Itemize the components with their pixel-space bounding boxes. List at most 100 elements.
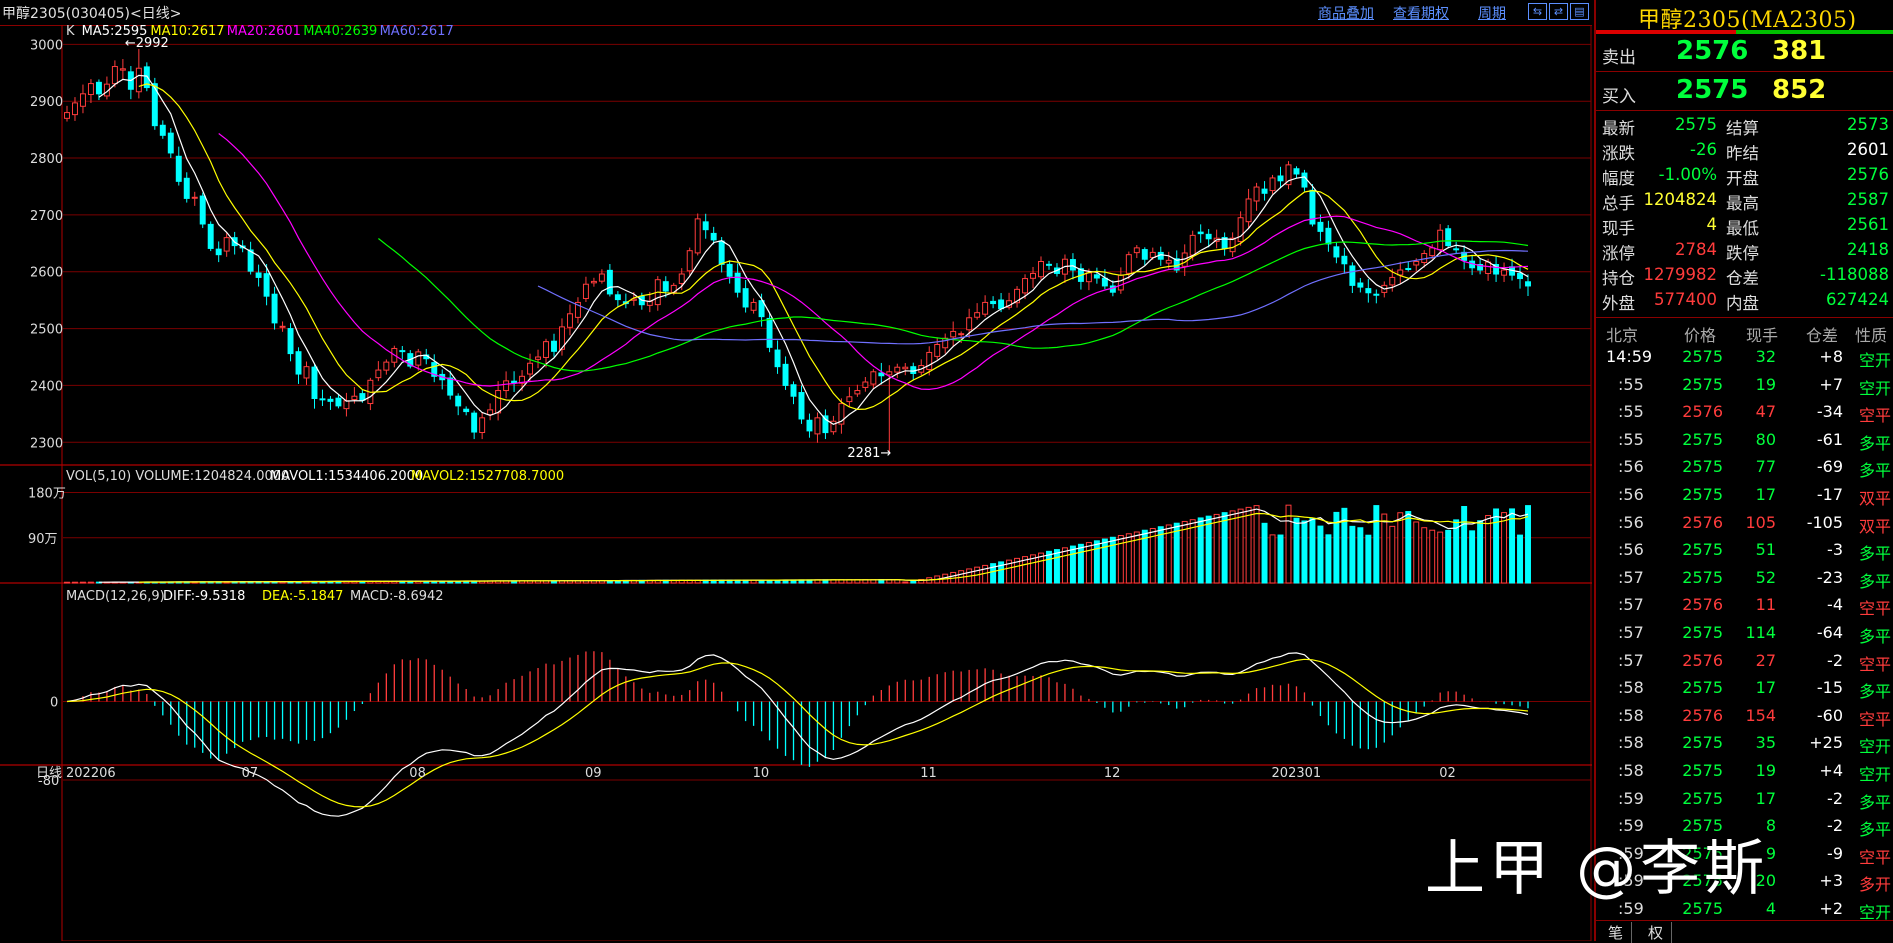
candle-body (1038, 261, 1044, 278)
volume-bar (1125, 533, 1132, 584)
options-link[interactable]: 查看期权 (1393, 6, 1449, 22)
quote-panel: 甲醇2305(MA2305) 卖出 2576 381 买入 2575 852 最… (1594, 0, 1893, 943)
stat-row: 持仓 1279982 仓差 -118088 (1596, 263, 1893, 288)
stat-label: 现手 (1602, 219, 1635, 238)
macd-dea-line (66, 658, 1529, 808)
tick-oi: -34 (1816, 402, 1843, 422)
sell-row: 卖出 2576 381 (1596, 33, 1893, 72)
volume-bar (1325, 534, 1332, 584)
candle-body (782, 363, 789, 386)
volume-bar (1085, 542, 1092, 584)
stat-value: 2587 (1847, 190, 1889, 209)
candle-body (798, 392, 805, 420)
candle-body (399, 350, 406, 353)
tick-time: :58 (1618, 733, 1644, 753)
tick-oi: -4 (1827, 595, 1843, 615)
tick-oi: +25 (1809, 733, 1843, 753)
candle-body (383, 361, 390, 371)
sell-price: 2576 (1676, 36, 1749, 66)
y-tick-label: 3000 (30, 38, 63, 53)
candle-body (455, 395, 462, 407)
candle-body (359, 393, 366, 401)
candle-body (487, 409, 494, 416)
legend-ma-4: MA40:2639 (303, 25, 377, 39)
swap-icon[interactable]: ⇄ (1549, 3, 1568, 20)
tick-row: :55 2575 80 -61 多平 (1596, 427, 1893, 455)
volume-bar (1501, 512, 1508, 584)
x-tick-label: 11 (920, 766, 937, 781)
volume-bar (1381, 513, 1388, 584)
overlay-link[interactable]: 商品叠加 (1318, 6, 1374, 22)
tab-rights[interactable]: 权 (1640, 922, 1673, 943)
tick-time: :55 (1618, 374, 1644, 394)
candle-body (1485, 261, 1492, 274)
tick-time: :59 (1618, 816, 1644, 836)
volume-bar (1293, 517, 1300, 584)
layout-icon[interactable]: ▤ (1570, 3, 1589, 20)
tick-oi: -2 (1827, 788, 1843, 808)
tick-oi: -9 (1827, 843, 1843, 863)
candle-body (742, 288, 749, 308)
candle-body (894, 366, 901, 373)
volume-bar (87, 581, 94, 584)
tick-oi: -60 (1816, 705, 1843, 725)
volume-bar (1517, 534, 1523, 584)
candle-body (87, 83, 94, 96)
candle-body (1405, 268, 1412, 271)
candle-body (64, 112, 70, 119)
legend-ma-5: MA60:2617 (380, 25, 454, 39)
candle-body (662, 281, 669, 292)
tick-time: :56 (1618, 457, 1644, 477)
tick-oi: -2 (1827, 816, 1843, 836)
tick-qty: 154 (1745, 705, 1776, 725)
restore-icon[interactable]: ⇆ (1528, 3, 1547, 20)
volume-bar (1349, 525, 1356, 584)
macd-legend-dea: DEA:-5.1847 (262, 589, 343, 604)
ticks-list[interactable]: 14:59 2575 32 +8 空开:55 2575 19 +7 空开:55 2576 47 -34… (1596, 344, 1893, 923)
candle-body (1101, 277, 1108, 287)
tick-row: :58 2576 154 -60 空平 (1596, 703, 1893, 731)
tick-type: 多平 (1858, 544, 1891, 564)
kline-chart[interactable]: 3000 2900 2800 2700 2600 2500 2400 2300 K MA5:259… (0, 25, 1592, 941)
bid-ask-bar-red (1596, 30, 1736, 34)
candle-body (1445, 228, 1452, 247)
candle-body (814, 417, 821, 435)
tab-ticks[interactable]: 笔 (1600, 922, 1633, 943)
volume-bar (64, 581, 70, 584)
stat-value: 4 (1706, 215, 1718, 234)
volume-bar (1061, 547, 1068, 584)
volume-bar (1485, 515, 1492, 584)
candle-body (335, 397, 342, 407)
tick-oi: -61 (1816, 429, 1843, 449)
tick-price: 2576 (1682, 705, 1723, 725)
tick-row: :59 2575 17 -2 多平 (1596, 786, 1893, 814)
sell-volume: 381 (1772, 36, 1827, 66)
y-tick-label: 2900 (30, 95, 63, 110)
buy-price: 2575 (1676, 75, 1749, 105)
stat-value: 1204824 (1643, 190, 1718, 209)
tick-row: :56 2576 105 -105 双平 (1596, 510, 1893, 538)
candle-body (998, 299, 1005, 310)
candle-body (247, 249, 254, 272)
tick-type: 多平 (1858, 682, 1891, 702)
candle-body (1237, 217, 1244, 242)
tick-price: 2575 (1682, 816, 1723, 836)
stat-row: 幅度 -1.00% 开盘 2576 (1596, 163, 1893, 188)
period-link[interactable]: 周期 (1478, 6, 1506, 22)
tick-time: :59 (1618, 788, 1644, 808)
stat-value: 2784 (1675, 240, 1717, 259)
tick-price: 2575 (1682, 567, 1723, 587)
candle-body (135, 67, 142, 93)
tick-type: 空开 (1858, 737, 1891, 757)
macd-tick-label: 0 (50, 696, 58, 711)
candle-body (511, 380, 518, 384)
volume-bar (1014, 557, 1021, 584)
tick-type: 空平 (1858, 654, 1891, 674)
macd-diff-line (66, 652, 1529, 817)
col-time: 北京 (1606, 326, 1639, 345)
volume-bar (1046, 550, 1052, 584)
candle-body (726, 263, 733, 277)
tick-qty: 4 (1765, 898, 1776, 918)
candle-body (598, 273, 605, 282)
legend-ma-0: K (66, 25, 75, 39)
